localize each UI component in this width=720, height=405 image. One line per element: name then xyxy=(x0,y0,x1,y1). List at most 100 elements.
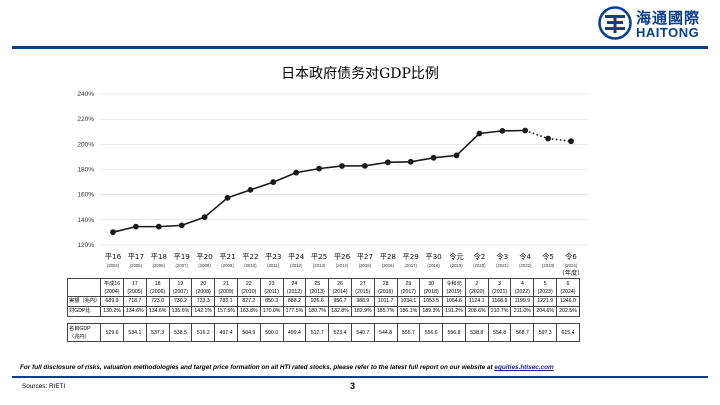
table-row-nominal-gdp: 名目GDP （兆円） 529.6 534.1 537.3 538.5 516.2 497.4 5… xyxy=(66,323,580,342)
data-point xyxy=(339,163,345,169)
x-axis-unit: （年度） xyxy=(559,269,584,277)
data-point xyxy=(499,127,506,134)
table-row-amount: 実額（兆円） 689.9 718.7 723.0 730.2 733.3 783.1 827.… xyxy=(66,296,580,307)
table-cell: 956.7 xyxy=(328,296,352,307)
table-cell: 538.8 xyxy=(464,323,489,342)
table-cell: 556.6 xyxy=(419,323,444,342)
x-tick-era-label: 平18 xyxy=(151,252,168,261)
table-cell: 554.8 xyxy=(487,323,512,342)
x-tick-year-label: (2012) xyxy=(290,263,303,268)
x-tick-year-label: (2006) xyxy=(153,263,166,268)
x-tick-era-label: 平28 xyxy=(380,252,397,261)
table-cell: 783.1 xyxy=(214,296,238,307)
table-cell: 170.0% xyxy=(259,306,284,317)
x-tick-era-label: 平26 xyxy=(334,252,351,261)
website-link[interactable]: equities.htisec.com xyxy=(494,364,554,371)
table-cell: 182.8% xyxy=(328,306,352,317)
x-tick-labels: 平16 (2004) 平17 (2005) 平18 (2006) 平19 (2007) 平20 (… xyxy=(105,252,584,277)
table-spacer xyxy=(68,317,580,324)
table-cell: 568.7 xyxy=(510,323,535,342)
x-tick-era-label: 平22 xyxy=(242,252,258,261)
footer-divider xyxy=(12,376,708,378)
table-cell: 538.5 xyxy=(168,323,193,342)
haitong-logo: 海通國際 HAITONG xyxy=(598,6,710,40)
data-point xyxy=(201,214,208,221)
table-cell: 497.4 xyxy=(214,323,238,342)
x-tick-era-label: 令5 xyxy=(542,252,554,261)
table-cell: 850.3 xyxy=(259,296,284,307)
x-tick-year-label: (2017) xyxy=(404,263,417,268)
sources-note: Sources: RIETI xyxy=(22,383,66,390)
table-cell: 504.9 xyxy=(236,323,261,342)
table-cell: 1053.5 xyxy=(419,296,444,307)
table-cell: 27 (2015) xyxy=(350,278,375,297)
x-tick-era-label: 令6 xyxy=(565,252,577,261)
y-tick-label: 160% xyxy=(77,192,94,199)
haitong-logo-icon xyxy=(598,6,632,40)
chart-title: 日本政府债务对GDP比例 xyxy=(281,66,439,82)
header-divider xyxy=(12,46,708,49)
x-tick-era-label: 平16 xyxy=(105,252,122,261)
table-cell: 730.2 xyxy=(168,296,193,307)
table-cell: 17 (2005) xyxy=(122,278,147,297)
table-cell: 499.4 xyxy=(282,323,307,342)
x-tick-year-label: (2007) xyxy=(175,263,188,268)
table-cell: 733.3 xyxy=(191,296,216,307)
table-cell: 827.2 xyxy=(236,296,261,307)
x-tick-era-label: 令4 xyxy=(519,252,531,261)
brand-name-cn: 海通國際 xyxy=(636,9,701,27)
x-tick-year-label: (2010) xyxy=(244,263,257,268)
table-cell: 185.7% xyxy=(373,306,398,317)
table-cell: 182.9% xyxy=(350,306,375,317)
data-point xyxy=(522,127,529,134)
table-cell: 29 (2017) xyxy=(396,278,421,297)
table-cell: 163.8% xyxy=(236,306,261,317)
x-tick-year-label: (2021) xyxy=(496,263,509,268)
table-cell: 516.2 xyxy=(191,323,216,342)
table-cell: 615.4 xyxy=(556,323,580,342)
table-cell: 134.6% xyxy=(145,306,170,317)
x-tick-era-label: 平29 xyxy=(403,252,420,261)
table-cell: 689.9 xyxy=(100,296,124,307)
table-cell: 208.6% xyxy=(464,306,489,317)
table-cell: 24 (2012) xyxy=(282,278,307,297)
table-cell: 189.3% xyxy=(419,306,444,317)
table-cell: 30 (2018) xyxy=(419,278,444,297)
x-tick-era-label: 平19 xyxy=(174,252,191,261)
table-cell: 211.0% xyxy=(510,306,535,317)
table-cell: 21 (2009) xyxy=(214,278,238,297)
table-cell: 540.7 xyxy=(350,323,375,342)
table-cell: 512.7 xyxy=(305,323,330,342)
table-cell: 555.7 xyxy=(396,323,421,342)
table-cell: 18 (2006) xyxy=(145,278,170,297)
table-cell: 556.8 xyxy=(442,323,466,342)
table-cell: 1199.9 xyxy=(510,296,535,307)
x-tick-year-label: (2018) xyxy=(427,263,440,268)
table-row-label xyxy=(66,278,102,297)
x-tick-era-label: 平21 xyxy=(219,252,235,261)
table-row-label: 実額（兆円） xyxy=(66,296,102,307)
table-cell: 5 (2023) xyxy=(533,278,558,297)
table-cell: 1034.1 xyxy=(396,296,421,307)
table-cell: 2 (2020) xyxy=(464,278,489,297)
disclosure-sentence: For full disclosure of risks, valuation … xyxy=(20,364,495,371)
x-tick-era-label: 令元 xyxy=(449,252,463,261)
table-cell: 529.6 xyxy=(100,323,124,342)
y-tick-label: 120% xyxy=(77,242,94,249)
table-cell: 1168.9 xyxy=(487,296,512,307)
x-tick-year-label: (2016) xyxy=(382,263,395,268)
x-tick-era-label: 令3 xyxy=(496,252,508,261)
table-cell: 186.1% xyxy=(396,306,421,317)
series-line-actual xyxy=(112,129,526,233)
table-cell: 20 (2008) xyxy=(191,278,216,297)
data-point xyxy=(476,130,483,137)
data-table: 平成16 (2004) 17 (2005) 18 (2006) 19 (2007) 20 (200… xyxy=(66,278,580,342)
table-cell: 135.6% xyxy=(168,306,193,317)
table-cell: 平成16 (2004) xyxy=(100,278,124,297)
table-cell: 6 (2024) xyxy=(556,278,580,297)
table-cell: 723.0 xyxy=(145,296,170,307)
table-cell: 523.4 xyxy=(328,323,352,342)
table-cell: 142.1% xyxy=(191,306,216,317)
table-cell: 1246.0 xyxy=(556,296,580,307)
data-point xyxy=(407,158,414,165)
